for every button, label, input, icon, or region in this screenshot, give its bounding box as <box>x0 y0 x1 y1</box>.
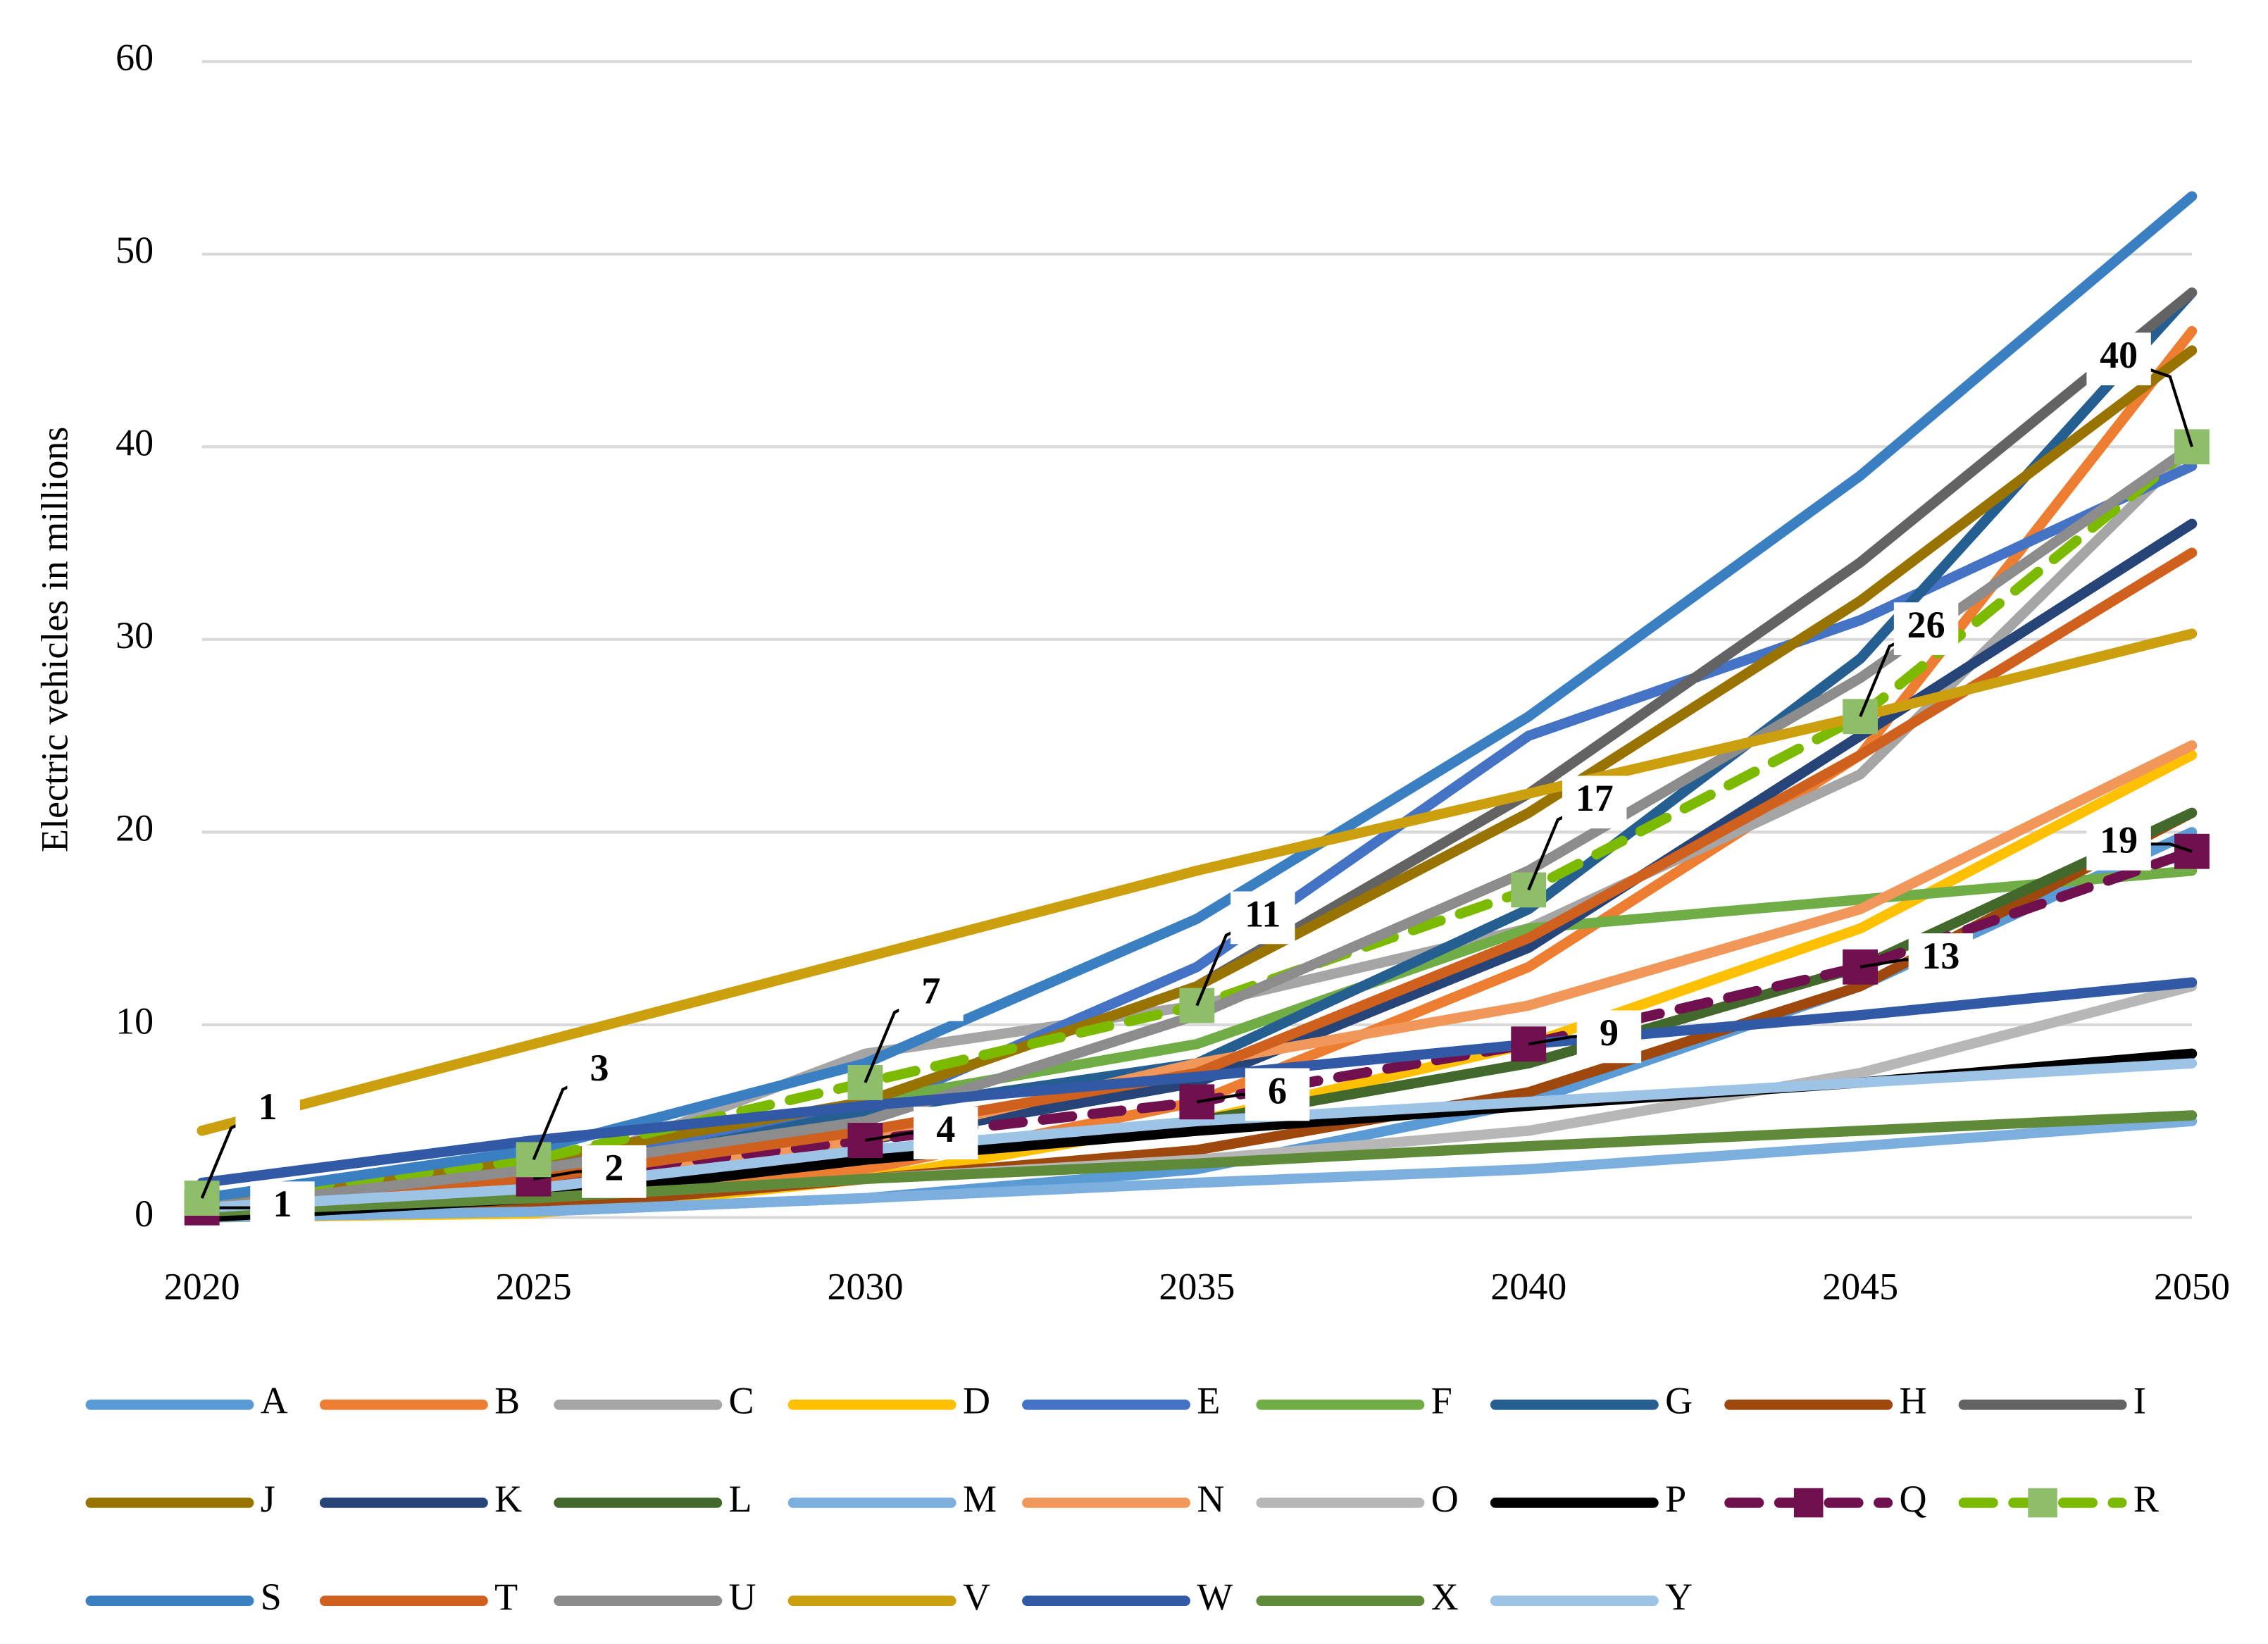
legend-label: K <box>494 1478 522 1520</box>
legend-label: I <box>2133 1380 2146 1422</box>
legend-label: P <box>1665 1478 1686 1520</box>
data-label: 9 <box>1600 1011 1619 1054</box>
label-box <box>582 1145 647 1198</box>
label-box <box>2086 817 2151 871</box>
data-label: 3 <box>590 1047 609 1089</box>
y-tick-label: 50 <box>116 229 154 271</box>
data-label: 1 <box>258 1085 278 1128</box>
data-label: 4 <box>936 1108 955 1150</box>
label-box <box>1562 776 1627 829</box>
label-box <box>2086 332 2151 386</box>
label-box <box>567 1045 632 1099</box>
legend-label: J <box>261 1478 275 1520</box>
x-tick-label: 2045 <box>1822 1266 1898 1308</box>
data-label: 1 <box>273 1183 292 1225</box>
legend-label: G <box>1665 1380 1693 1422</box>
x-tick-label: 2020 <box>164 1266 240 1308</box>
data-label: 6 <box>1268 1069 1287 1111</box>
data-label: 19 <box>2100 819 2138 861</box>
x-tick-label: 2035 <box>1159 1266 1235 1308</box>
data-label: 17 <box>1576 777 1614 819</box>
legend-label: A <box>261 1380 288 1422</box>
x-tick-label: 2050 <box>2154 1266 2230 1308</box>
legend-label: T <box>494 1576 518 1618</box>
label-box <box>914 1107 978 1160</box>
x-tick-label: 2030 <box>827 1266 903 1308</box>
data-label: 40 <box>2100 334 2138 376</box>
label-box <box>235 1084 300 1137</box>
series-line <box>197 1110 2198 1217</box>
data-label: 13 <box>1921 935 1959 977</box>
y-tick-label: 30 <box>116 614 154 656</box>
y-tick-label: 10 <box>116 1000 154 1042</box>
y-tick-label: 40 <box>116 422 154 464</box>
y-tick-label: 20 <box>116 807 154 849</box>
legend-label: Y <box>1665 1576 1693 1618</box>
legend-label: N <box>1197 1478 1224 1520</box>
y-tick-label: 0 <box>135 1192 154 1235</box>
data-label: 2 <box>604 1147 623 1189</box>
label-box <box>250 1181 315 1235</box>
legend-label: V <box>963 1576 990 1618</box>
legend-label: X <box>1431 1576 1459 1618</box>
y-axis-label: Electric vehicles in millions <box>33 427 75 852</box>
y-tick-label: 60 <box>116 37 154 79</box>
legend-label: R <box>2133 1478 2159 1520</box>
legend-label: E <box>1197 1380 1220 1422</box>
data-label: 11 <box>1245 892 1281 935</box>
label-box <box>1576 1010 1642 1064</box>
label-box <box>899 968 964 1021</box>
legend-label: Q <box>1899 1478 1926 1520</box>
legend-label: O <box>1431 1478 1459 1520</box>
legend-label: W <box>1197 1576 1233 1618</box>
label-box <box>1230 891 1295 945</box>
legend-marker <box>2028 1488 2057 1518</box>
label-box <box>1908 933 1974 986</box>
series-line <box>197 977 2198 1188</box>
legend-label: S <box>261 1576 282 1618</box>
legend-label: U <box>729 1576 756 1618</box>
data-label: 26 <box>1907 604 1945 646</box>
x-tick-label: 2025 <box>496 1266 572 1308</box>
legend-label: H <box>1899 1380 1926 1422</box>
marker <box>1511 872 1547 908</box>
legend-label: F <box>1431 1380 1452 1422</box>
data-label: 7 <box>921 970 940 1012</box>
legend-label: L <box>729 1478 752 1520</box>
legend-label: B <box>494 1380 520 1422</box>
legend-label: D <box>963 1380 990 1422</box>
label-box <box>1245 1068 1310 1121</box>
series-line <box>197 1116 2198 1223</box>
legend-label: M <box>963 1478 997 1520</box>
x-tick-label: 2040 <box>1490 1266 1566 1308</box>
legend-label: C <box>729 1380 754 1422</box>
legend-marker <box>1793 1488 1824 1518</box>
label-box <box>1893 602 1959 656</box>
